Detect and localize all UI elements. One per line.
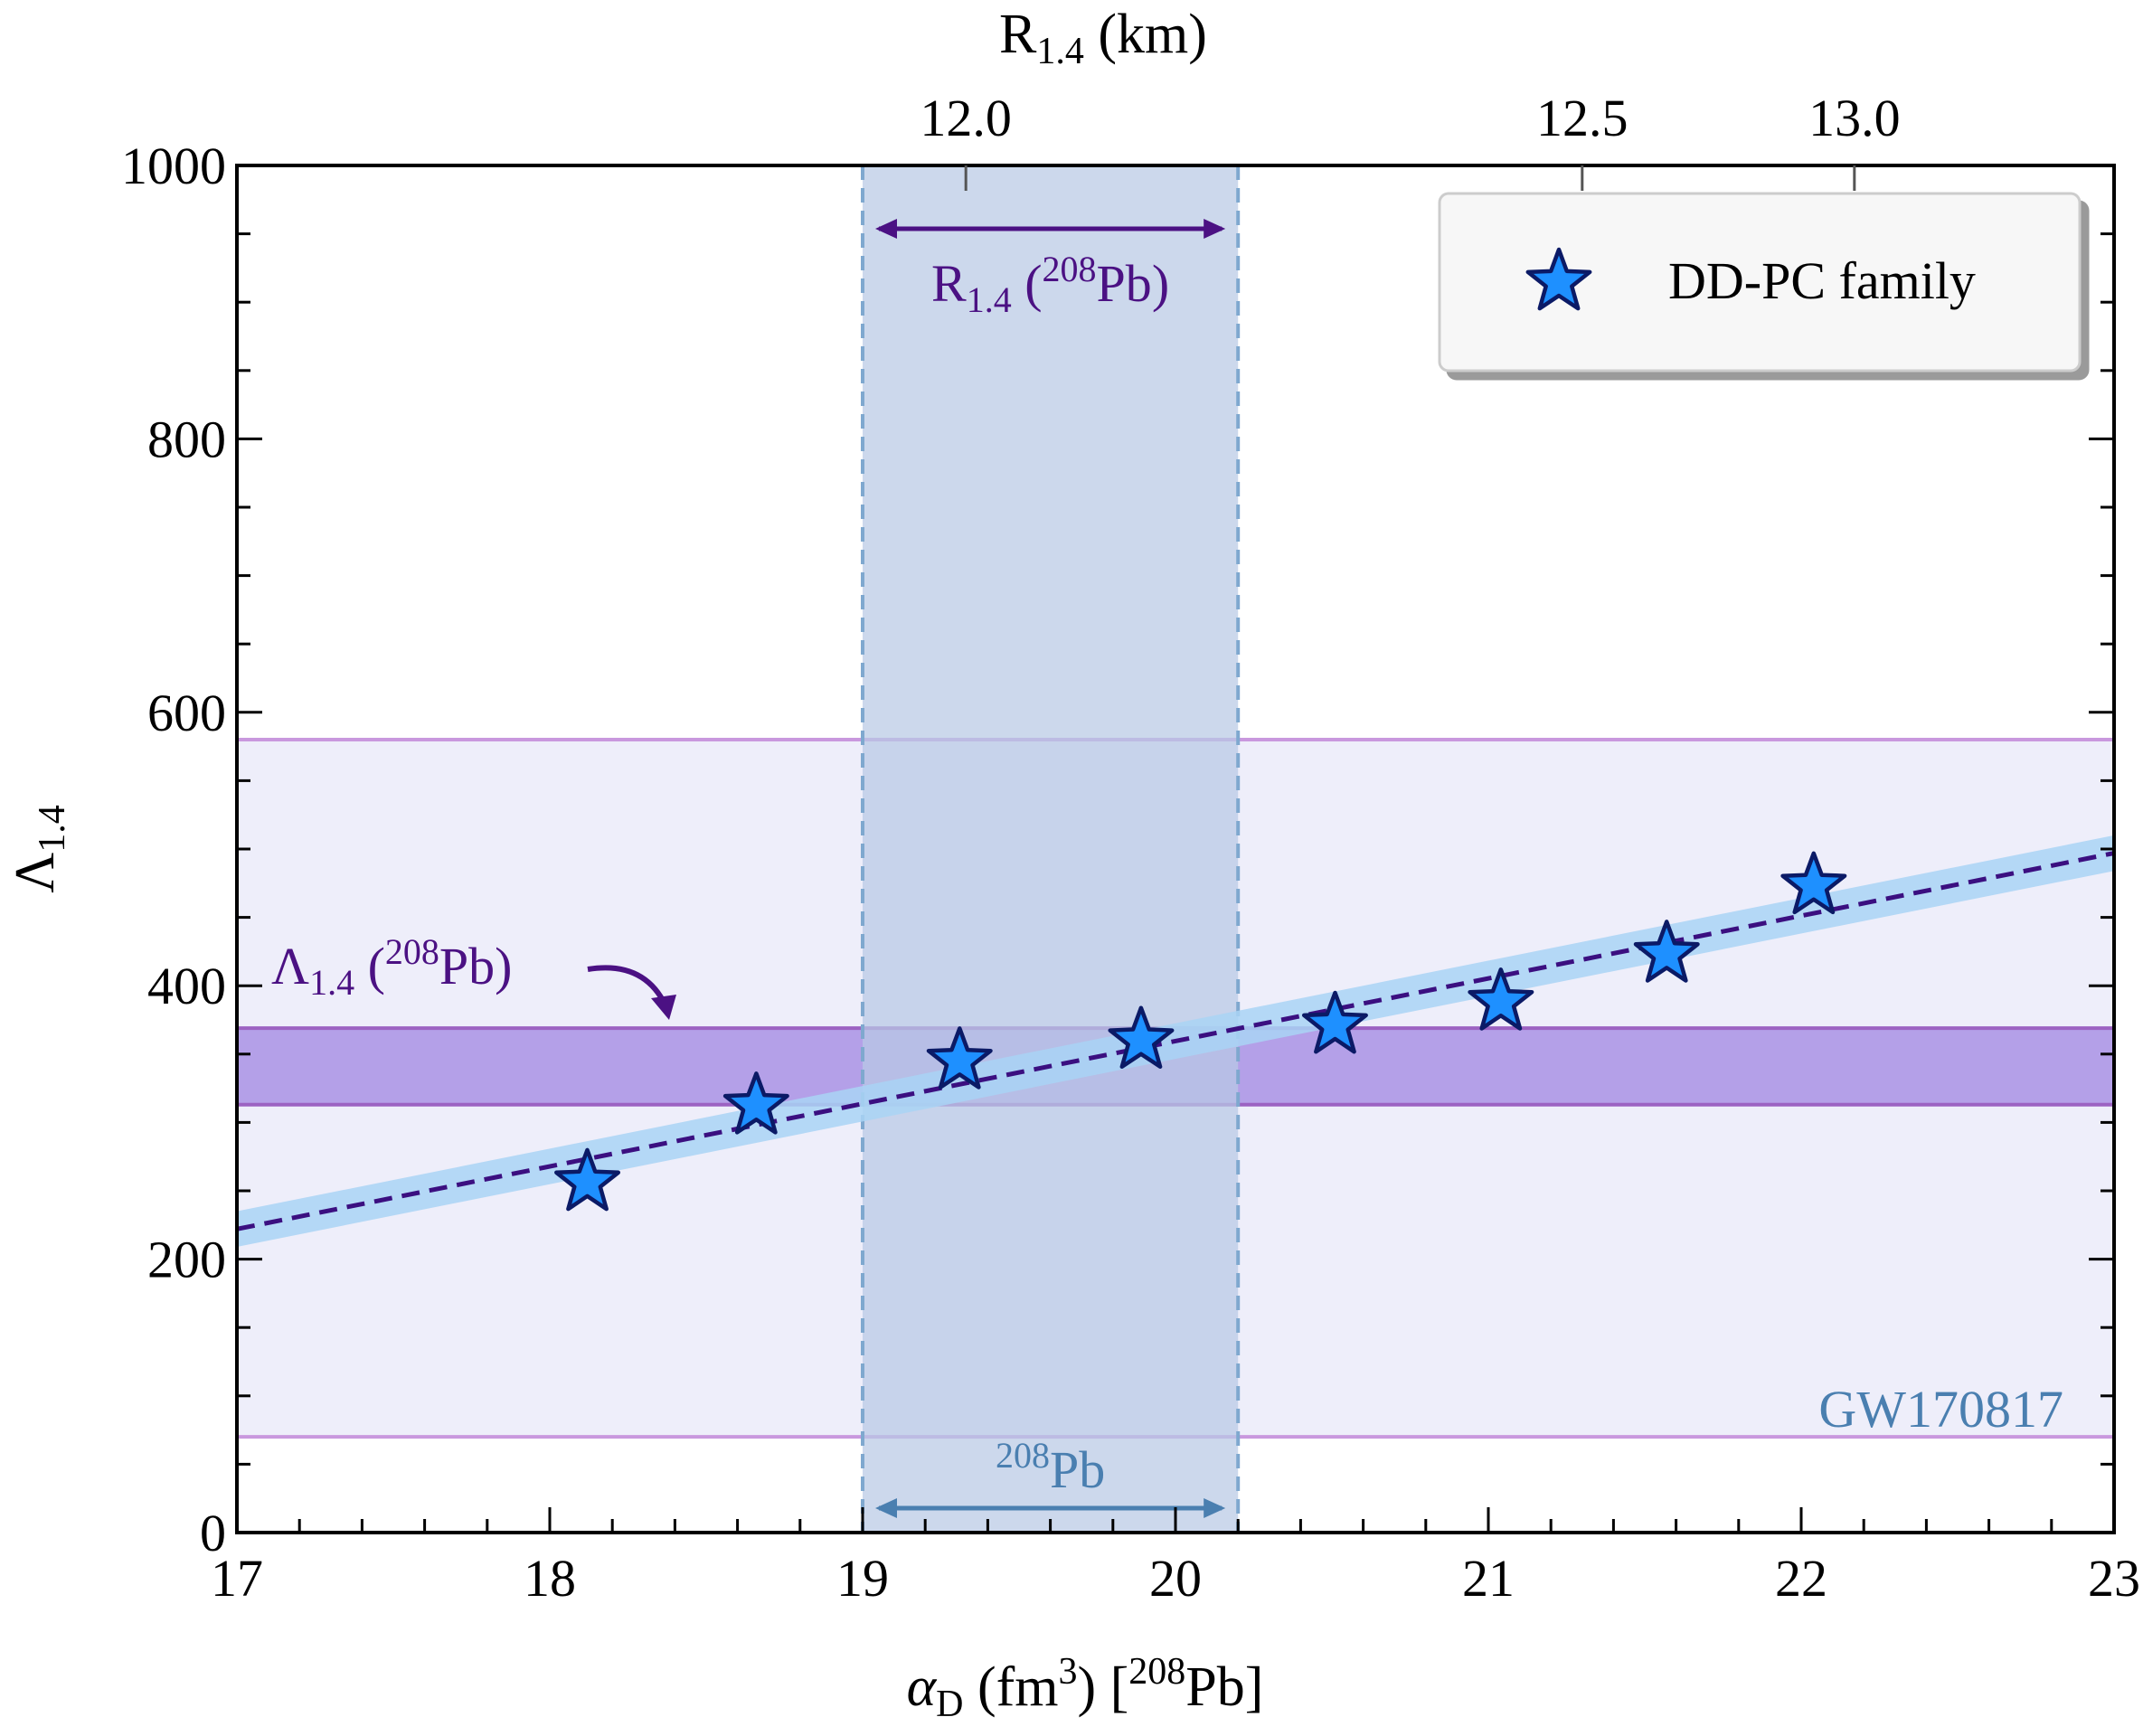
x-axis-title: αD (fm3) [208Pb] [907, 1651, 1264, 1725]
plot-area [237, 165, 2114, 1533]
legend-star-marker [1525, 247, 1592, 311]
x-tick-label: 20 [1149, 1549, 1202, 1608]
y-tick-label: 200 [147, 1231, 226, 1289]
y-tick-label: 400 [147, 957, 226, 1015]
legend-star [1525, 247, 1592, 311]
legend-label: DD-PC family [1668, 251, 1976, 310]
annotations-layer: R1.4 (208Pb) Λ1.4 (208Pb) 208Pb GW170817 [271, 219, 2063, 1518]
x-tick-label: 18 [524, 1549, 576, 1608]
y-tick-label: 0 [200, 1504, 226, 1562]
legend: DD-PC family [1438, 192, 2082, 373]
pb208-arrowhead-left [875, 1498, 897, 1518]
lambda-pb208-curved-arrow [587, 965, 668, 1007]
top-tick-label: 12.5 [1536, 89, 1628, 147]
x-tick-label: 17 [211, 1549, 263, 1608]
top-tick-label: 12.0 [920, 89, 1012, 147]
gw170817-label: GW170817 [1818, 1380, 2063, 1439]
pb208-band-label: 208Pb [996, 1435, 1105, 1499]
y-axis-title: Λ1.4 [5, 805, 73, 892]
y-tick-label: 1000 [121, 137, 226, 195]
x-tick-label: 19 [836, 1549, 889, 1608]
top-axis-title: R1.4 (km) [999, 4, 1207, 72]
data-point-4 [1301, 990, 1368, 1054]
x-tick-label: 23 [2088, 1549, 2140, 1608]
r14-pb208-label: R1.4 (208Pb) [931, 249, 1169, 320]
r14-pb208-arrowhead-right [1204, 219, 1226, 239]
x-tick-label: 22 [1775, 1549, 1827, 1608]
data-point-2 [926, 1026, 993, 1090]
r14-pb208-arrowhead-left [875, 219, 897, 239]
fit-line [237, 851, 2114, 1231]
data-point-1 [722, 1071, 789, 1135]
axes-layer: 17 18 19 20 21 22 23 0 200 400 600 800 1000 12.0 12.5 1… [121, 89, 2140, 1608]
data-point-6 [1633, 920, 1700, 983]
y-tick-label: 800 [147, 410, 226, 468]
data-point-0 [554, 1147, 621, 1212]
data-point-5 [1468, 967, 1534, 1031]
pb208-arrowhead-right [1204, 1498, 1226, 1518]
top-tick-label: 13.0 [1808, 89, 1901, 147]
y-tick-label: 600 [147, 684, 226, 742]
lambda-pb208-label: Λ1.4 (208Pb) [271, 931, 512, 1003]
data-point-3 [1108, 1005, 1175, 1070]
fit-layer [237, 835, 2114, 1247]
lambda-pb208-arrowhead [651, 995, 676, 1020]
x-tick-label: 21 [1462, 1549, 1515, 1608]
band-208pb-alpha [863, 165, 1239, 1533]
points-layer [554, 851, 1847, 1212]
bands-layer [237, 165, 2114, 1533]
data-point-7 [1780, 851, 1847, 915]
legend-box [1438, 192, 2082, 373]
